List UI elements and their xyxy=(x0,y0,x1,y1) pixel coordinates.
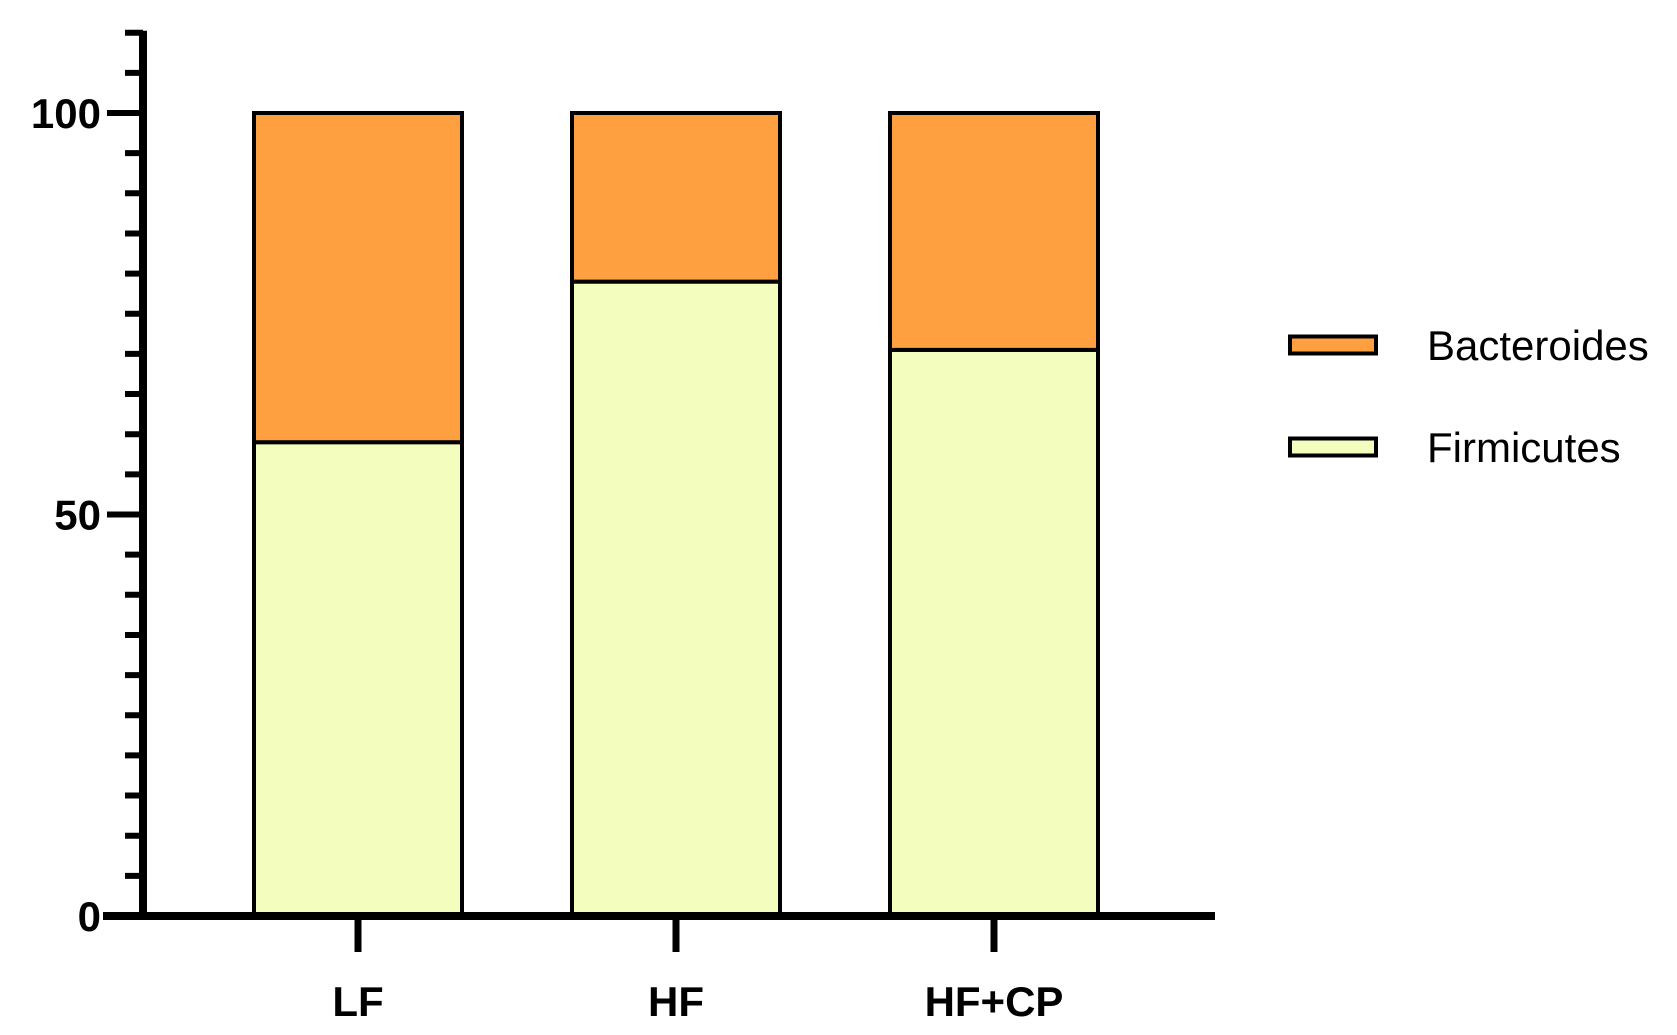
bar-firmicutes-hf xyxy=(570,279,782,918)
legend-label-bacteroides: Bacteroides xyxy=(1427,322,1649,369)
legend-label-firmicutes: Firmicutes xyxy=(1427,424,1621,471)
y-tick-label: 0 xyxy=(78,893,101,940)
bar-firmicutes-hf-cp xyxy=(888,347,1100,918)
bar-bacteroides-lf xyxy=(252,111,464,445)
axes-layer: 0 50 100 LF HF HF+CP xyxy=(31,29,1215,1025)
x-tick-label: LF xyxy=(332,978,383,1025)
y-tick-label: 50 xyxy=(54,492,101,539)
bars-layer xyxy=(252,111,1100,918)
x-tick-label: HF xyxy=(648,978,704,1025)
x-tick-label: HF+CP xyxy=(925,978,1064,1025)
bar-firmicutes-lf xyxy=(252,440,464,918)
bar-bacteroides-hf xyxy=(570,111,782,284)
legend-swatch-bacteroides xyxy=(1288,334,1378,356)
bar-bacteroides-hf-cp xyxy=(888,111,1100,352)
legend: Bacteroides Firmicutes xyxy=(1288,322,1649,471)
legend-swatch-firmicutes xyxy=(1288,436,1378,458)
y-tick-label: 100 xyxy=(31,90,101,137)
